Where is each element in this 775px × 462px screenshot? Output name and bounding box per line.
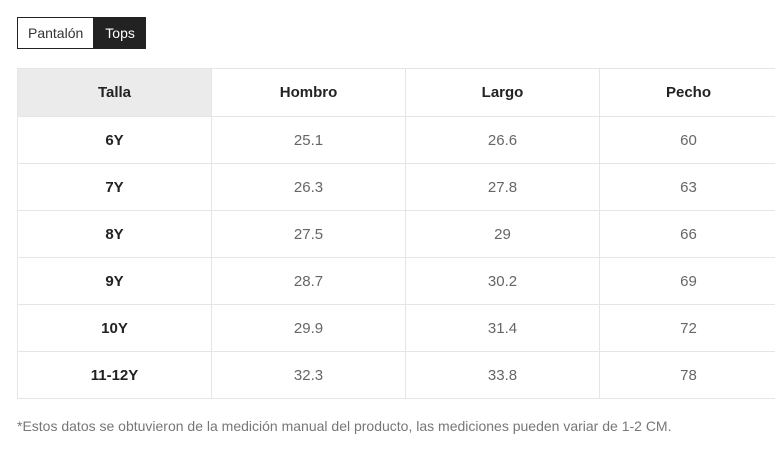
hombro-cell: 26.3 xyxy=(211,163,406,211)
table-row: 6Y 25.1 26.6 60 xyxy=(17,116,775,164)
hombro-cell: 32.3 xyxy=(211,351,406,399)
size-cell: 10Y xyxy=(17,304,212,352)
largo-cell: 30.2 xyxy=(405,257,600,305)
size-cell: 6Y xyxy=(17,116,212,164)
largo-cell: 27.8 xyxy=(405,163,600,211)
pecho-cell: 63 xyxy=(599,163,775,211)
column-header-pecho: Pecho xyxy=(599,68,775,117)
table-row: 8Y 27.5 29 66 xyxy=(17,210,775,258)
column-header-hombro: Hombro xyxy=(211,68,406,117)
column-header-talla: Talla xyxy=(17,68,212,117)
table-row: 11-12Y 32.3 33.8 78 xyxy=(17,351,775,399)
measurement-disclaimer: *Estos datos se obtuvieron de la medició… xyxy=(17,418,672,434)
size-cell: 9Y xyxy=(17,257,212,305)
size-cell: 8Y xyxy=(17,210,212,258)
tab-tops[interactable]: Tops xyxy=(94,17,146,49)
table-header-row: Talla Hombro Largo Pecho xyxy=(17,68,775,117)
table-row: 10Y 29.9 31.4 72 xyxy=(17,304,775,352)
pecho-cell: 69 xyxy=(599,257,775,305)
size-cell: 11-12Y xyxy=(17,351,212,399)
largo-cell: 26.6 xyxy=(405,116,600,164)
pecho-cell: 66 xyxy=(599,210,775,258)
size-table: Talla Hombro Largo Pecho 6Y 25.1 26.6 60… xyxy=(17,68,775,399)
hombro-cell: 25.1 xyxy=(211,116,406,164)
hombro-cell: 29.9 xyxy=(211,304,406,352)
size-chart-tabs: Pantalón Tops xyxy=(17,17,146,49)
pecho-cell: 78 xyxy=(599,351,775,399)
column-header-largo: Largo xyxy=(405,68,600,117)
hombro-cell: 27.5 xyxy=(211,210,406,258)
largo-cell: 31.4 xyxy=(405,304,600,352)
largo-cell: 29 xyxy=(405,210,600,258)
largo-cell: 33.8 xyxy=(405,351,600,399)
tab-pantalon[interactable]: Pantalón xyxy=(17,17,95,49)
size-cell: 7Y xyxy=(17,163,212,211)
hombro-cell: 28.7 xyxy=(211,257,406,305)
pecho-cell: 72 xyxy=(599,304,775,352)
pecho-cell: 60 xyxy=(599,116,775,164)
table-row: 7Y 26.3 27.8 63 xyxy=(17,163,775,211)
table-row: 9Y 28.7 30.2 69 xyxy=(17,257,775,305)
